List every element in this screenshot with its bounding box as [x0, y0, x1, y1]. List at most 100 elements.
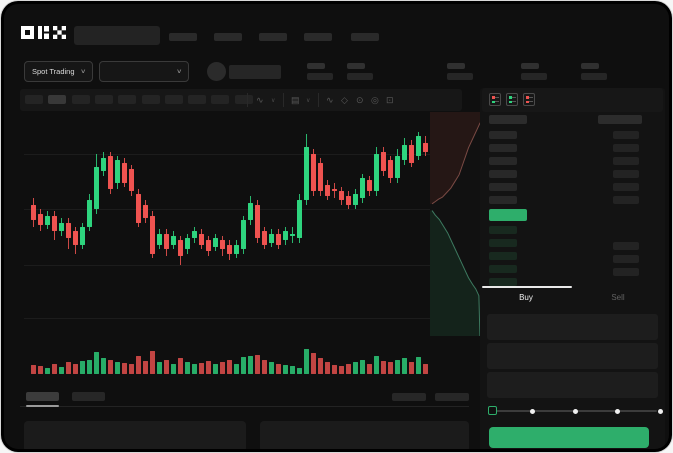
- volume-bar: [66, 362, 71, 374]
- bid-price-placeholder[interactable]: [489, 252, 517, 260]
- active-tab-indicator: [482, 286, 572, 288]
- candle-body: [318, 162, 323, 192]
- nav-item[interactable]: [214, 33, 242, 41]
- candle-body: [31, 204, 36, 221]
- timeframe-button[interactable]: [48, 95, 67, 104]
- order-tabs: Buy Sell: [480, 286, 665, 308]
- candle-body: [101, 158, 106, 172]
- ask-price-placeholder[interactable]: [489, 183, 517, 191]
- volume-bar: [220, 362, 225, 374]
- book-asks-view-icon[interactable]: [523, 93, 535, 106]
- slider-handle[interactable]: [488, 406, 497, 415]
- ask-price-placeholder[interactable]: [489, 157, 517, 165]
- candle-body: [52, 215, 57, 232]
- volume-bar: [318, 358, 323, 374]
- timeframe-button[interactable]: [211, 95, 230, 104]
- chevron-down-icon[interactable]: ∨: [306, 98, 311, 104]
- volume-bar: [304, 349, 309, 374]
- candle-body: [388, 160, 393, 179]
- bottom-action-button[interactable]: [392, 393, 426, 401]
- nav-item[interactable]: [304, 33, 332, 41]
- nav-item[interactable]: [259, 33, 287, 41]
- candle-body: [38, 213, 43, 225]
- candle-body: [199, 233, 204, 245]
- candle-body: [269, 233, 274, 243]
- fullscreen-icon[interactable]: ⊡: [386, 95, 394, 105]
- candle-body: [157, 233, 162, 245]
- depth-bids-area: [430, 210, 480, 336]
- timeframe-button[interactable]: [164, 95, 183, 104]
- nav-item[interactable]: [169, 33, 197, 41]
- bottom-tab-active[interactable]: [26, 392, 59, 401]
- bottom-tab[interactable]: [72, 392, 105, 401]
- book-split-view-icon[interactable]: [489, 93, 501, 106]
- settings-icon[interactable]: ◎: [371, 95, 379, 105]
- ticker-stat-label: [581, 63, 599, 69]
- candle-body: [360, 178, 365, 199]
- volume-bar: [143, 361, 148, 374]
- volume-bar: [122, 363, 127, 374]
- candle-body: [423, 142, 428, 152]
- slider-step-dot[interactable]: [658, 408, 663, 414]
- indicators-icon[interactable]: ∿: [326, 95, 334, 105]
- nav-item[interactable]: [351, 33, 379, 41]
- candle-type-icon[interactable]: ▤: [291, 95, 300, 105]
- okx-logo[interactable]: [21, 25, 67, 40]
- pair-selector-dropdown[interactable]: ∨: [99, 61, 189, 82]
- candle-body: [45, 215, 50, 225]
- candle-body: [80, 227, 85, 245]
- bid-amount-placeholder: [613, 268, 639, 276]
- candle-body: [297, 200, 302, 239]
- slider-step-dot[interactable]: [615, 408, 621, 414]
- order-form-field[interactable]: [487, 314, 658, 340]
- order-history-placeholder: [260, 421, 469, 449]
- candle-body: [178, 240, 183, 256]
- ticker-stat-value: [521, 73, 547, 80]
- timeframe-button[interactable]: [188, 95, 207, 104]
- timeframe-button[interactable]: [94, 95, 113, 104]
- bid-price-placeholder[interactable]: [489, 278, 517, 286]
- volume-bar: [52, 364, 57, 374]
- candle-body: [402, 144, 407, 161]
- timeframe-button[interactable]: [118, 95, 137, 104]
- volume-bar: [367, 363, 372, 374]
- ask-price-placeholder[interactable]: [489, 131, 517, 139]
- volume-bar: [262, 359, 267, 374]
- order-form-field[interactable]: [487, 343, 658, 369]
- chevron-down-icon[interactable]: ∨: [271, 98, 276, 104]
- bid-price-placeholder[interactable]: [489, 226, 517, 234]
- search-input[interactable]: [74, 26, 160, 45]
- bid-price-placeholder[interactable]: [489, 265, 517, 273]
- timeframe-button[interactable]: [234, 95, 253, 104]
- camera-icon[interactable]: ⊙: [356, 95, 364, 105]
- ask-amount-placeholder: [613, 131, 639, 139]
- market-type-label: Spot Trading: [32, 67, 75, 76]
- buy-submit-button[interactable]: [489, 427, 649, 448]
- timeframe-button[interactable]: [141, 95, 160, 104]
- timeframe-button[interactable]: [25, 95, 43, 104]
- volume-bar: [80, 361, 85, 374]
- slider-step-dot[interactable]: [572, 408, 578, 414]
- tab-sell[interactable]: Sell: [611, 293, 625, 302]
- volume-bar: [283, 364, 288, 374]
- market-type-dropdown[interactable]: Spot Trading ∨: [24, 61, 93, 82]
- candlestick-chart[interactable]: [24, 116, 430, 338]
- ask-amount-placeholder: [613, 157, 639, 165]
- chevron-down-icon: ∨: [79, 69, 86, 75]
- book-bids-view-icon[interactable]: [506, 93, 518, 106]
- bottom-action-button[interactable]: [435, 393, 469, 401]
- amount-slider[interactable]: [488, 404, 663, 418]
- ask-price-placeholder[interactable]: [489, 170, 517, 178]
- order-form-field[interactable]: [487, 372, 658, 398]
- draw-tools-icon[interactable]: ◇: [341, 95, 348, 105]
- bid-price-placeholder[interactable]: [489, 239, 517, 247]
- ask-price-placeholder[interactable]: [489, 196, 517, 204]
- volume-bar: [409, 362, 414, 374]
- line-style-icon[interactable]: ∿: [256, 95, 264, 105]
- slider-step-dot[interactable]: [529, 408, 535, 414]
- ask-price-placeholder[interactable]: [489, 144, 517, 152]
- candle-body: [325, 184, 330, 196]
- timeframe-button[interactable]: [71, 95, 90, 104]
- tab-buy[interactable]: Buy: [519, 293, 533, 302]
